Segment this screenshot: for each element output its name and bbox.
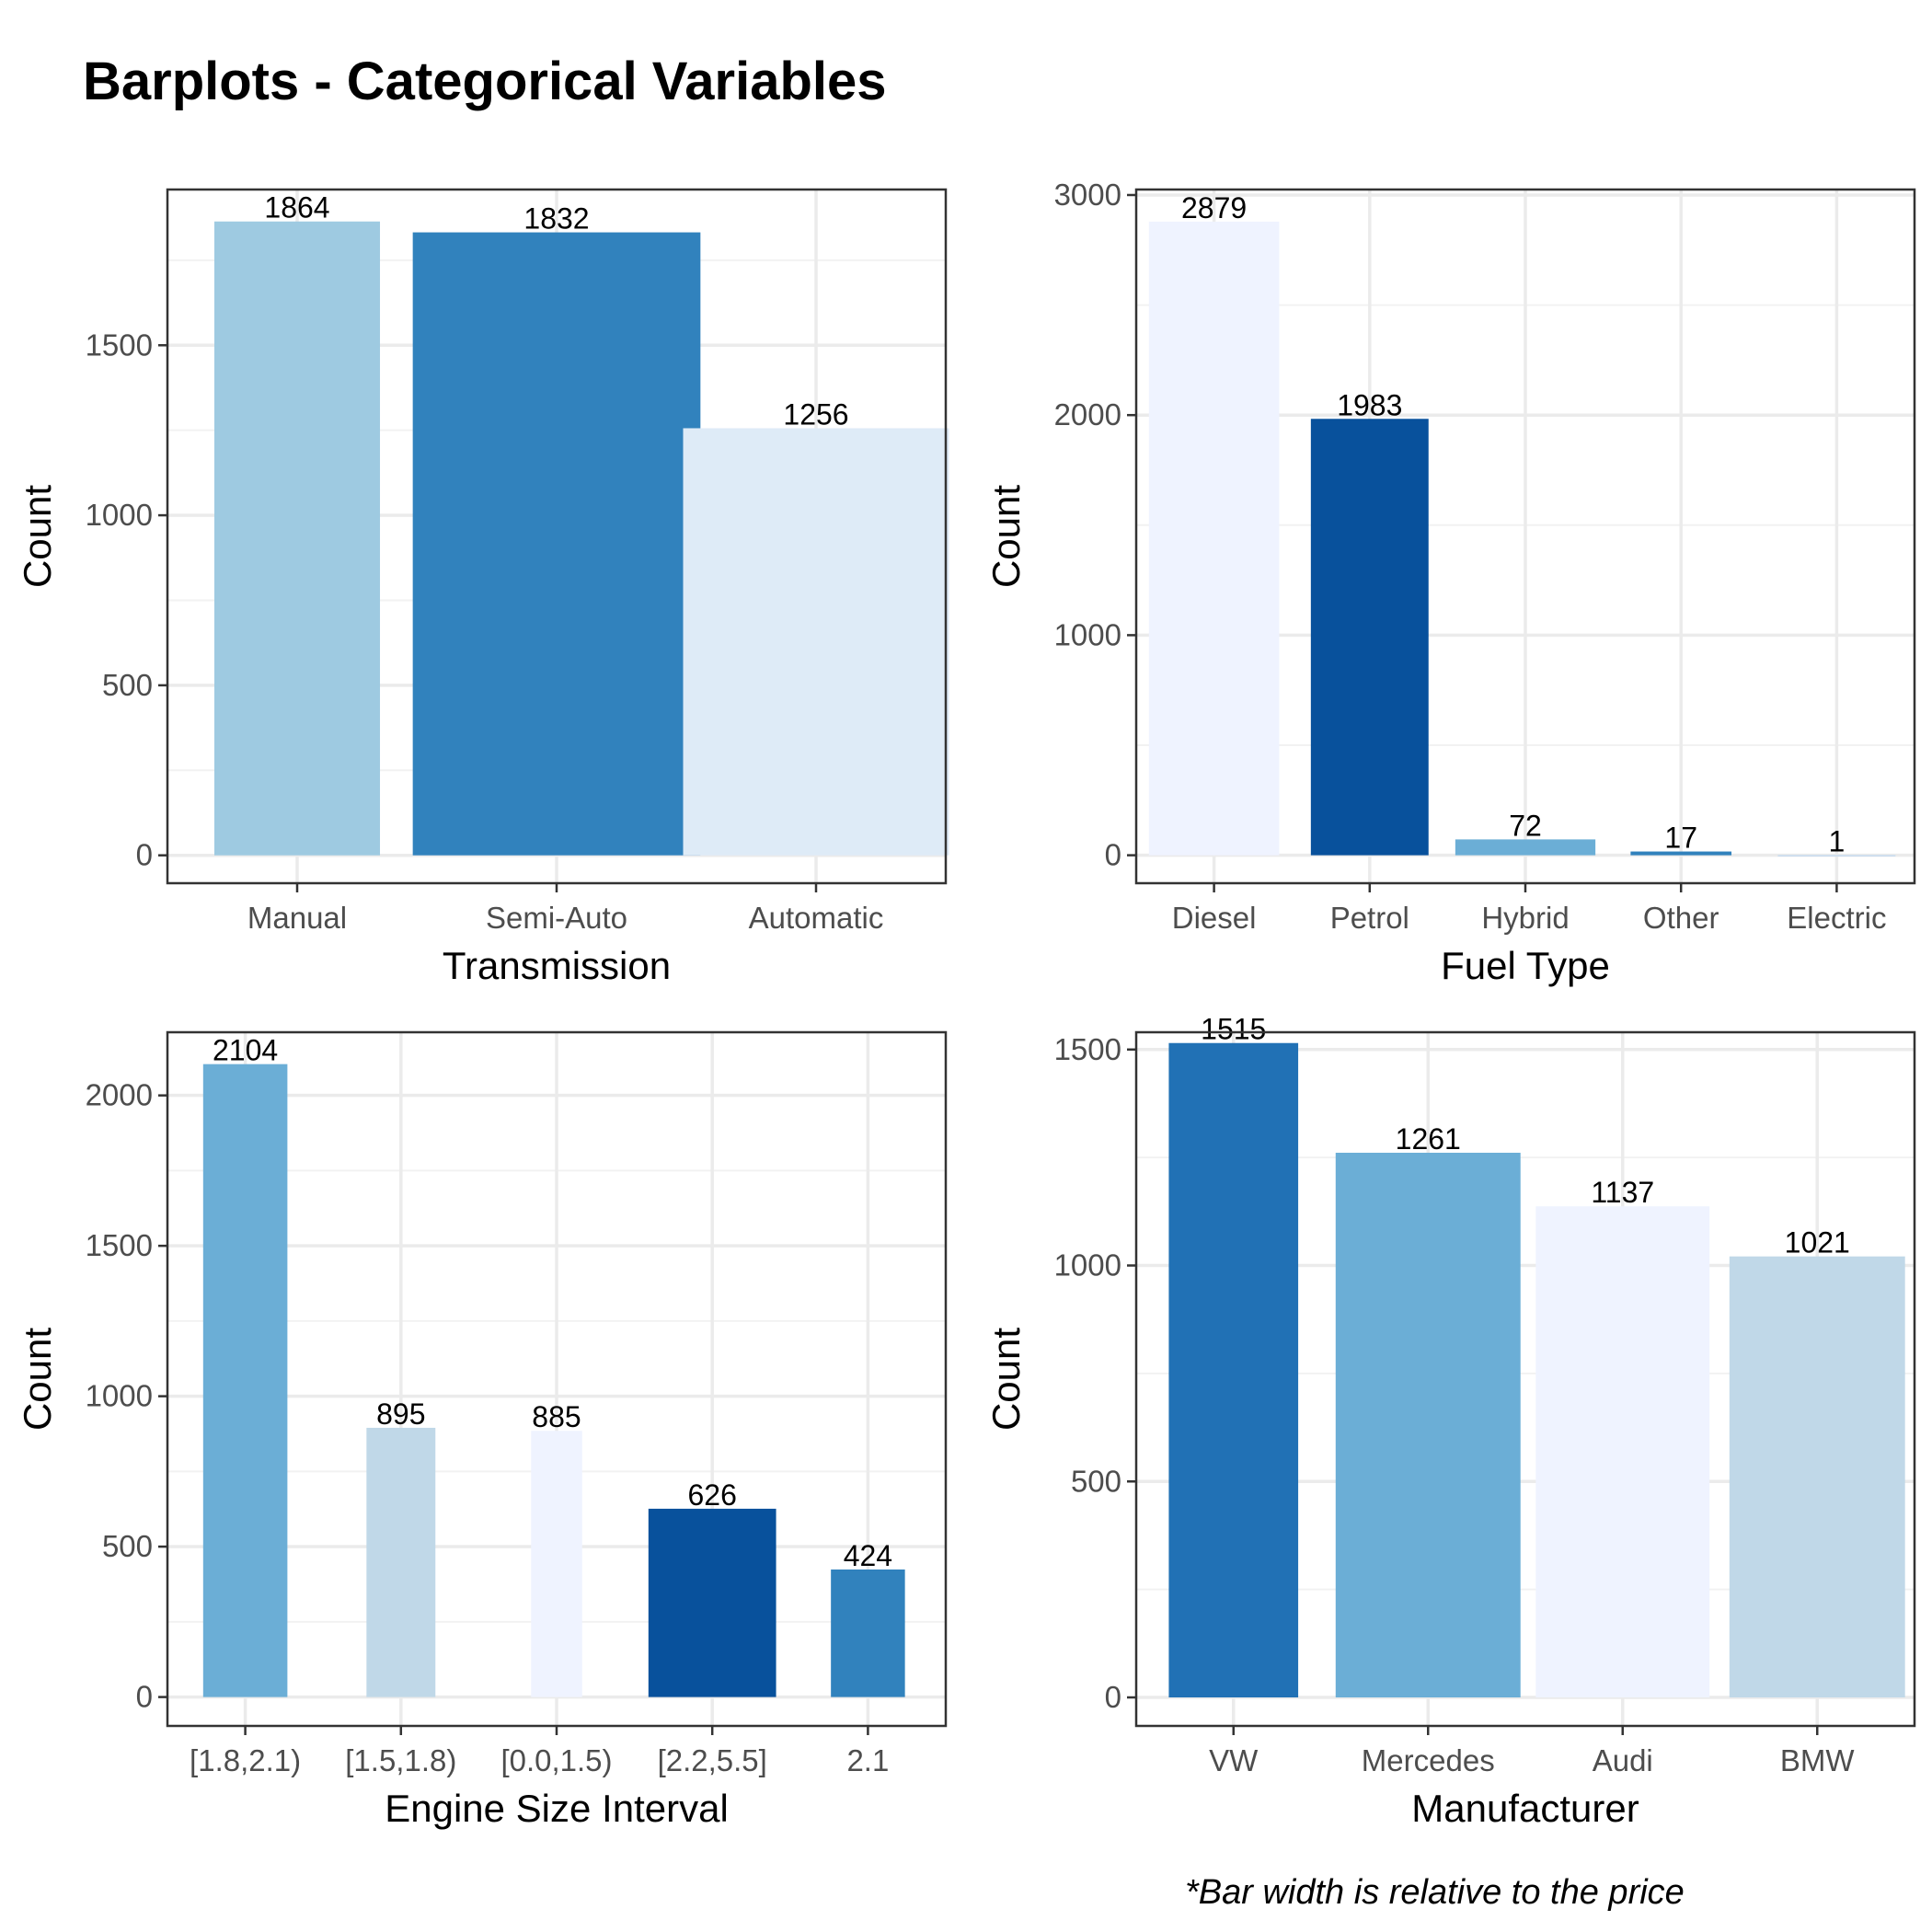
data-label: 1515	[1201, 1013, 1266, 1046]
chart-panel-3: 2104 895 885 626 424 0 500 1000 1500 2000 [1.8,2.1…	[16, 1030, 948, 1830]
data-label: 626	[688, 1478, 737, 1512]
y-tick-label: 0	[136, 1680, 153, 1714]
data-label: 17	[1664, 822, 1697, 855]
bar-Manual	[213, 221, 381, 856]
data-label: 1256	[783, 397, 848, 431]
data-label: 885	[532, 1400, 581, 1433]
y-tick-label: 2000	[1054, 397, 1121, 431]
bar-[2.2,5.5]	[648, 1508, 776, 1697]
chart-panel-1: 1864 1832 1256 0 500 1000 1500 Manual Semi-Auto A…	[16, 188, 949, 987]
data-label: 1983	[1337, 388, 1402, 421]
y-axis-title: Count	[16, 1328, 59, 1431]
x-tick-label: Manual	[247, 901, 347, 935]
bar-VW	[1168, 1042, 1299, 1698]
bar-[1.5,1.8)	[366, 1427, 436, 1697]
y-tick-label: 0	[136, 838, 153, 872]
data-label: 1864	[264, 191, 329, 224]
data-label: 1261	[1396, 1122, 1461, 1156]
y-axis-title: Count	[984, 1328, 1028, 1431]
y-tick-label: 1500	[1054, 1032, 1121, 1066]
panel-border	[1134, 1030, 1916, 1728]
data-label: 72	[1509, 809, 1542, 842]
y-tick-label: 1000	[1054, 617, 1121, 651]
bar-[0.0,1.5)	[531, 1431, 582, 1697]
chart-panel-4: 1515 1261 1137 1021 0 500 1000 1500 VW Mercedes Au…	[984, 1013, 1916, 1830]
x-tick-label: Audi	[1593, 1743, 1653, 1777]
y-axis-title: Count	[984, 485, 1028, 588]
bar-Mercedes	[1335, 1152, 1521, 1698]
x-tick-label: Other	[1643, 901, 1719, 935]
bar-Automatic	[683, 428, 949, 856]
x-tick-label: Semi-Auto	[486, 901, 627, 935]
data-label: 895	[376, 1397, 425, 1431]
x-axis-title: Manufacturer	[1411, 1787, 1639, 1830]
x-tick-label: [1.5,1.8)	[345, 1743, 456, 1777]
x-tick-label: Diesel	[1172, 901, 1257, 935]
y-tick-label: 1500	[86, 328, 153, 362]
x-tick-label: Hybrid	[1481, 901, 1569, 935]
x-tick-label: VW	[1209, 1743, 1259, 1777]
y-tick-label: 3000	[1054, 178, 1121, 212]
x-tick-label: Electric	[1787, 901, 1886, 935]
x-tick-label: Mercedes	[1362, 1743, 1495, 1777]
footnote: *Bar width is relative to the price	[1185, 1873, 1685, 1912]
x-tick-label: BMW	[1780, 1743, 1856, 1777]
bar-[1.8,2.1)	[202, 1064, 288, 1697]
data-label: 1137	[1591, 1176, 1654, 1209]
x-axis-title: Fuel Type	[1441, 944, 1610, 987]
y-tick-label: 1000	[1054, 1248, 1121, 1282]
bar-Petrol	[1310, 419, 1429, 856]
data-label: 2879	[1181, 191, 1247, 224]
y-tick-label: 500	[102, 668, 153, 702]
y-tick-label: 2000	[86, 1078, 153, 1112]
y-tick-label: 500	[1071, 1464, 1121, 1498]
data-label: 1	[1829, 824, 1846, 857]
x-axis-title: Transmission	[443, 944, 671, 987]
bar-Other	[1630, 851, 1732, 856]
bar-Diesel	[1148, 221, 1280, 856]
chart-panel-2: 2879 1983 72 17 1 0 1000 2000 3000 Diesel Petrol Hy…	[984, 178, 1916, 987]
y-tick-label: 1500	[86, 1228, 153, 1262]
x-tick-label: Automatic	[749, 901, 884, 935]
bar-2.1	[831, 1569, 905, 1697]
x-axis-title: Engine Size Interval	[385, 1787, 729, 1830]
y-tick-label: 0	[1105, 1680, 1121, 1714]
y-tick-label: 1000	[86, 1379, 153, 1413]
y-tick-label: 0	[1105, 838, 1121, 872]
y-tick-label: 500	[102, 1529, 153, 1563]
data-label: 1832	[523, 202, 589, 236]
y-axis-title: Count	[16, 485, 59, 588]
data-label: 424	[844, 1539, 892, 1572]
data-label: 2104	[213, 1034, 278, 1067]
x-tick-label: [2.2,5.5]	[658, 1743, 767, 1777]
data-label: 1021	[1785, 1226, 1850, 1259]
bar-Semi-Auto	[412, 232, 701, 856]
bar-Hybrid	[1455, 839, 1596, 856]
x-tick-label: [0.0,1.5)	[500, 1743, 612, 1777]
bar-Audi	[1535, 1206, 1710, 1698]
x-tick-label: 2.1	[846, 1743, 889, 1777]
x-tick-label: [1.8,2.1)	[190, 1743, 301, 1777]
y-tick-label: 1000	[86, 498, 153, 532]
x-tick-label: Petrol	[1330, 901, 1409, 935]
chart-title: Barplots - Categorical Variables	[83, 52, 887, 111]
bar-BMW	[1729, 1256, 1905, 1698]
bar-Electric	[1777, 855, 1896, 857]
